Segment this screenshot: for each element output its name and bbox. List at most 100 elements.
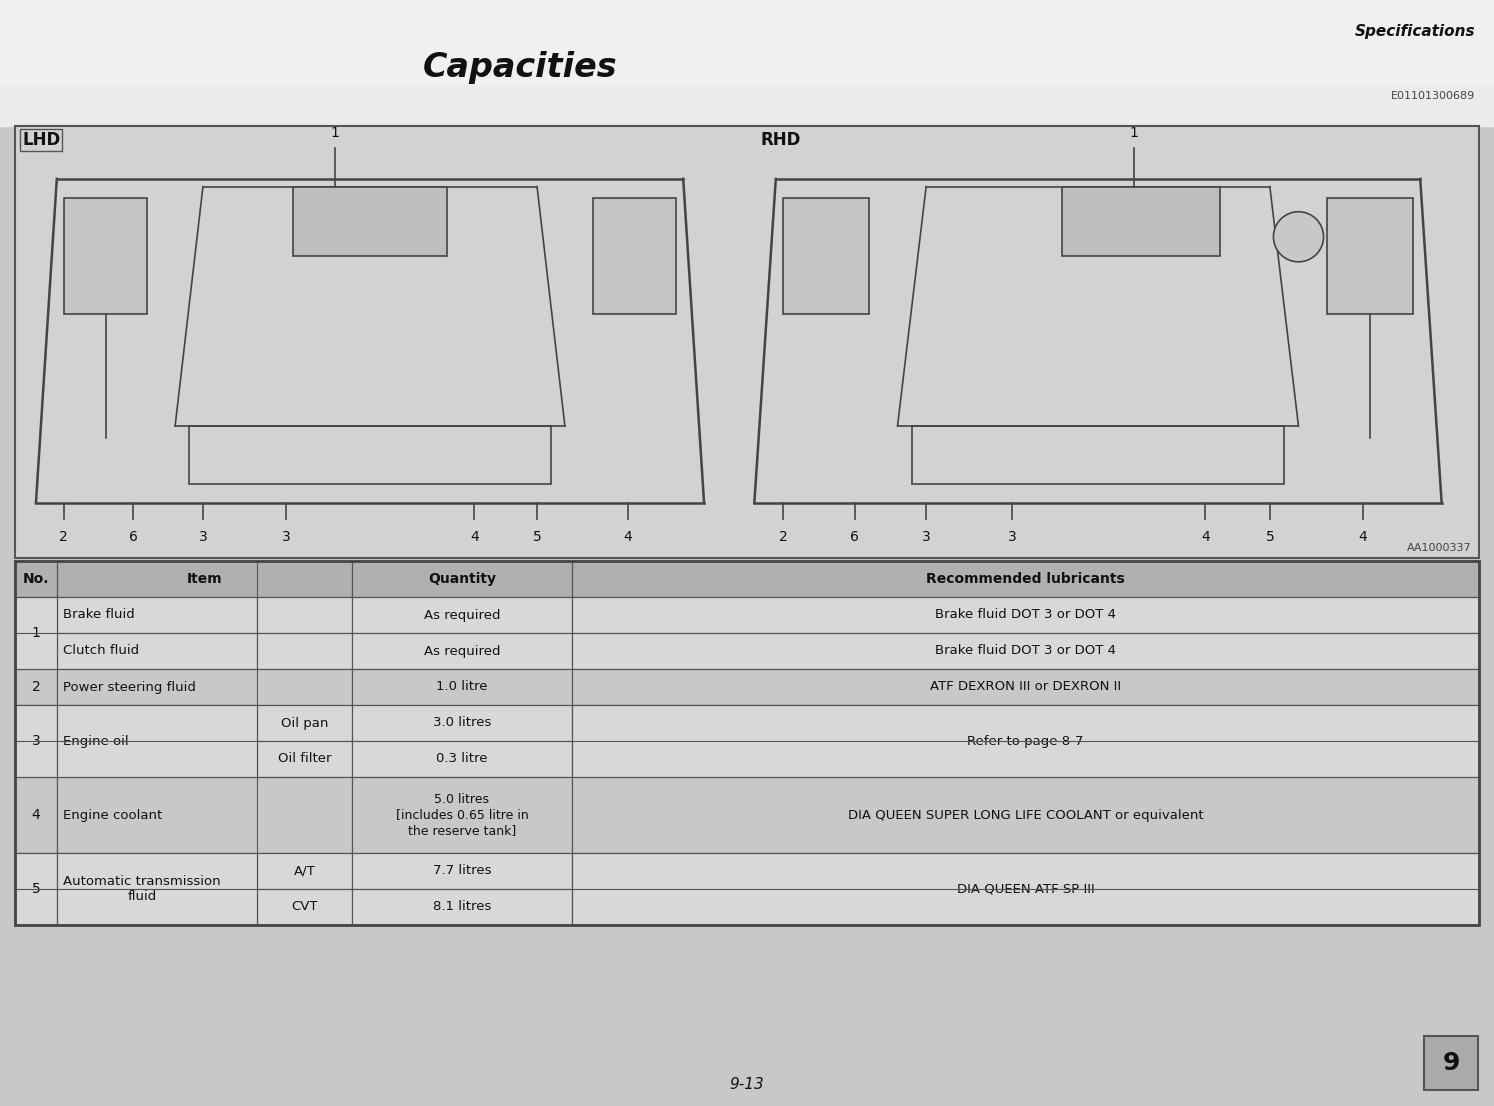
Bar — [190, 426, 551, 483]
Bar — [353, 597, 572, 633]
Bar — [57, 633, 257, 669]
Circle shape — [805, 217, 846, 257]
Text: No.: No. — [22, 572, 49, 586]
Text: 3: 3 — [199, 530, 208, 544]
Bar — [257, 597, 353, 633]
Bar — [572, 633, 1479, 669]
Text: Item: Item — [187, 572, 223, 586]
Bar — [0, 86, 1494, 126]
Text: 5: 5 — [533, 530, 541, 544]
Bar — [15, 561, 57, 597]
Text: 5.0 litres
[includes 0.65 litre in
the reserve tank]: 5.0 litres [includes 0.65 litre in the r… — [396, 793, 529, 837]
Text: Oil pan: Oil pan — [281, 717, 329, 730]
Text: 4: 4 — [31, 808, 40, 822]
Text: 1: 1 — [31, 626, 40, 640]
Circle shape — [81, 212, 130, 261]
Bar — [353, 633, 572, 669]
Text: AA1000337: AA1000337 — [1407, 543, 1472, 553]
Text: 3: 3 — [31, 734, 40, 748]
Bar — [257, 853, 353, 889]
Text: 5: 5 — [31, 881, 40, 896]
Text: 3: 3 — [1008, 530, 1016, 544]
Text: 6: 6 — [850, 530, 859, 544]
Bar — [572, 669, 1479, 705]
Bar — [353, 853, 572, 889]
Circle shape — [629, 217, 668, 257]
Bar — [1424, 1036, 1478, 1091]
Text: A/T: A/T — [294, 865, 315, 877]
Bar — [15, 705, 57, 741]
Text: 2: 2 — [31, 680, 40, 693]
Text: CVT: CVT — [291, 900, 318, 914]
Bar — [15, 853, 57, 925]
Bar — [0, 0, 1494, 86]
Bar — [257, 633, 353, 669]
Text: Specifications: Specifications — [1355, 24, 1475, 39]
Bar — [783, 198, 870, 314]
Bar — [57, 705, 257, 778]
Bar — [572, 853, 1479, 925]
Bar — [572, 597, 1479, 633]
Text: 1: 1 — [1129, 126, 1138, 140]
Bar — [572, 561, 1479, 597]
Bar — [572, 741, 1479, 778]
Bar — [57, 705, 257, 741]
Text: 6: 6 — [128, 530, 137, 544]
Bar — [353, 561, 572, 597]
Text: 3.0 litres: 3.0 litres — [433, 717, 492, 730]
Bar — [15, 669, 57, 705]
Bar — [353, 778, 572, 853]
Bar — [257, 705, 353, 741]
Text: 9: 9 — [1442, 1051, 1460, 1075]
Text: LHD: LHD — [22, 131, 60, 149]
Bar — [57, 741, 257, 778]
Text: 4: 4 — [471, 530, 478, 544]
Text: DIA QUEEN ATF SP III: DIA QUEEN ATF SP III — [956, 883, 1095, 896]
Bar — [353, 741, 572, 778]
Bar — [57, 561, 353, 597]
Bar — [1062, 187, 1219, 257]
Text: 9-13: 9-13 — [729, 1077, 765, 1092]
Text: 3: 3 — [282, 530, 291, 544]
Text: 4: 4 — [1201, 530, 1210, 544]
Text: Clutch fluid: Clutch fluid — [63, 645, 139, 657]
Text: Brake fluid DOT 3 or DOT 4: Brake fluid DOT 3 or DOT 4 — [935, 645, 1116, 657]
Bar — [572, 889, 1479, 925]
Text: 0.3 litre: 0.3 litre — [436, 752, 487, 765]
Bar — [572, 853, 1479, 889]
Bar — [293, 187, 447, 257]
Bar — [353, 705, 572, 741]
Circle shape — [1273, 211, 1324, 262]
Text: As required: As required — [424, 645, 500, 657]
Text: Refer to page 8-7: Refer to page 8-7 — [967, 734, 1083, 748]
Bar — [57, 889, 257, 925]
Text: 3: 3 — [922, 530, 931, 544]
Bar — [15, 889, 57, 925]
Text: 5: 5 — [1265, 530, 1274, 544]
Bar — [15, 597, 57, 633]
Text: DIA QUEEN SUPER LONG LIFE COOLANT or equivalent: DIA QUEEN SUPER LONG LIFE COOLANT or equ… — [847, 808, 1203, 822]
Text: E01101300689: E01101300689 — [1391, 91, 1475, 101]
Text: Automatic transmission
fluid: Automatic transmission fluid — [63, 875, 221, 904]
Text: Brake fluid DOT 3 or DOT 4: Brake fluid DOT 3 or DOT 4 — [935, 608, 1116, 622]
Bar — [257, 741, 353, 778]
Bar — [57, 669, 353, 705]
Bar — [15, 126, 1479, 559]
Text: Engine oil: Engine oil — [63, 734, 128, 748]
Text: Brake fluid: Brake fluid — [63, 608, 134, 622]
Text: Recommended lubricants: Recommended lubricants — [926, 572, 1125, 586]
Text: ATF DEXRON III or DEXRON II: ATF DEXRON III or DEXRON II — [929, 680, 1120, 693]
Text: 7.7 litres: 7.7 litres — [433, 865, 492, 877]
Bar — [15, 633, 57, 669]
Bar — [572, 705, 1479, 778]
Text: Engine coolant: Engine coolant — [63, 808, 163, 822]
Bar — [57, 597, 257, 633]
Text: 4: 4 — [623, 530, 632, 544]
Text: 4: 4 — [1358, 530, 1367, 544]
Bar — [911, 426, 1285, 483]
Text: 1: 1 — [330, 126, 339, 140]
Bar — [572, 705, 1479, 741]
Bar — [15, 778, 57, 853]
Bar — [64, 198, 148, 314]
Text: RHD: RHD — [760, 131, 801, 149]
